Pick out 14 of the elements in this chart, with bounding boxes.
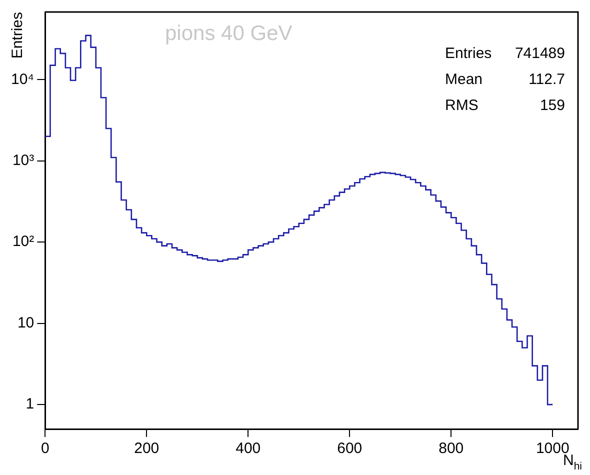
- x-tick-label: 800: [438, 440, 464, 458]
- x-tick-label: 0: [40, 440, 50, 458]
- y-tick-label: 10: [17, 314, 34, 332]
- y-tick-label: 10²: [12, 233, 34, 250]
- x-tick-label: 200: [134, 440, 160, 458]
- text: RMS 159: [445, 97, 565, 114]
- y-tick-label: 10³: [12, 152, 34, 169]
- y-tick-label: 1: [26, 396, 34, 413]
- y-axis-title: Entries: [9, 12, 26, 59]
- x-tick-label: 400: [236, 440, 261, 458]
- text: Mean 112.7: [445, 71, 565, 88]
- text: Entries 741489: [445, 45, 565, 62]
- x-tick-label: 600: [337, 440, 362, 458]
- y-tick-label: 10⁴: [10, 70, 34, 88]
